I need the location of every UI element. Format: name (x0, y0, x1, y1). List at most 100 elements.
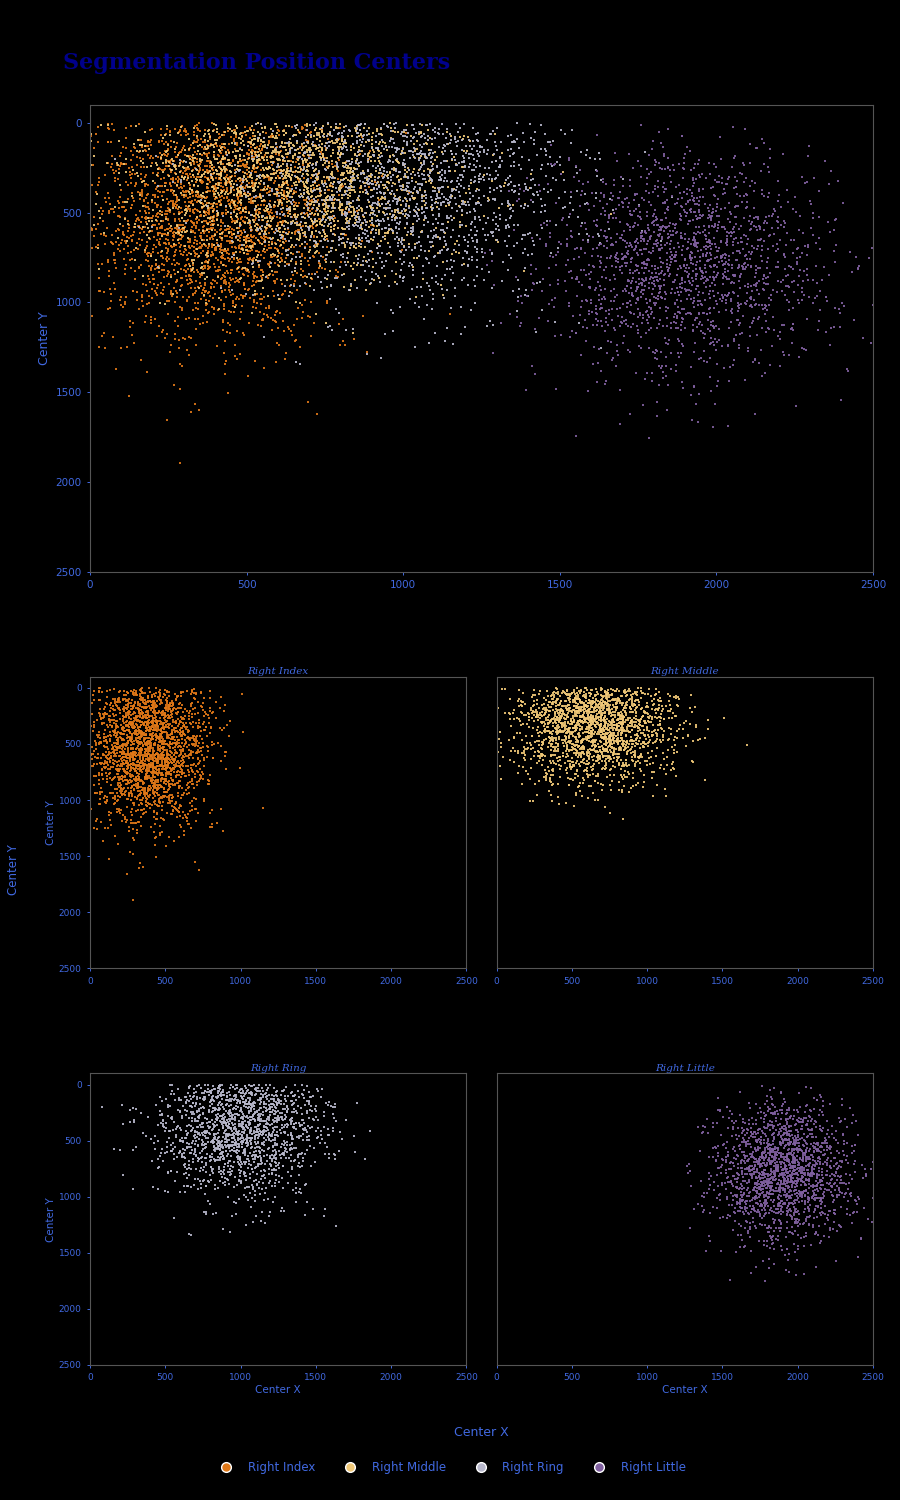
Point (300, 1101, 314, 1125)
Point (442, 154, 456, 178)
Point (426, 153, 440, 177)
Point (818, 1126, 832, 1150)
Point (351, 226, 365, 251)
Point (800, 256, 814, 280)
Point (204, 1131, 219, 1155)
Point (92, 336, 106, 360)
Point (523, 112, 537, 136)
Point (482, 166, 496, 190)
Point (88, 764, 103, 788)
Point (778, 1191, 792, 1215)
Point (335, 231, 349, 255)
Point (219, 1110, 233, 1134)
Point (140, 684, 155, 708)
Point (259, 196, 274, 220)
Point (174, 224, 188, 248)
Point (299, 1172, 313, 1196)
Point (166, 786, 180, 810)
Point (251, 1102, 266, 1126)
Point (127, 135, 141, 159)
Point (148, 813, 162, 837)
Point (260, 198, 274, 222)
Point (584, 694, 598, 718)
Point (190, 1116, 204, 1140)
Point (182, 252, 196, 276)
Point (241, 264, 256, 288)
Point (789, 1188, 804, 1212)
Point (156, 1149, 170, 1173)
Point (662, 219, 677, 243)
Point (306, 130, 320, 154)
Point (143, 146, 157, 170)
Point (813, 1190, 827, 1214)
Point (220, 1092, 234, 1116)
Point (203, 226, 218, 251)
Point (786, 1174, 800, 1198)
Point (132, 765, 147, 789)
Point (374, 170, 388, 194)
Point (618, 710, 633, 734)
Point (125, 712, 140, 736)
Point (236, 1082, 250, 1106)
Point (449, 152, 464, 176)
Point (632, 267, 646, 291)
Point (623, 217, 637, 242)
Point (276, 188, 291, 211)
Point (165, 747, 179, 771)
Point (369, 192, 383, 216)
Point (572, 736, 587, 760)
Point (278, 1138, 293, 1162)
Point (281, 165, 295, 189)
Point (101, 297, 115, 321)
Point (181, 802, 195, 826)
Point (249, 1132, 264, 1156)
Point (94, 758, 109, 782)
Point (392, 168, 407, 192)
Point (580, 678, 594, 702)
Point (175, 273, 189, 297)
Point (770, 1102, 785, 1126)
Point (764, 1166, 778, 1190)
Point (198, 279, 212, 303)
Point (112, 720, 127, 744)
Point (428, 321, 442, 345)
Point (100, 692, 114, 715)
Point (152, 1155, 166, 1179)
Point (611, 778, 625, 802)
Point (552, 746, 566, 770)
Point (760, 1170, 774, 1194)
Point (185, 795, 200, 819)
Point (184, 1224, 198, 1248)
Point (200, 134, 214, 158)
Point (115, 222, 130, 246)
Point (535, 194, 549, 217)
Point (309, 116, 323, 140)
Point (320, 189, 334, 213)
Point (178, 742, 193, 766)
Point (279, 170, 293, 194)
Point (120, 708, 134, 732)
Point (631, 306, 645, 330)
Point (569, 704, 583, 728)
Point (789, 1098, 804, 1122)
Point (227, 128, 241, 152)
Point (152, 822, 166, 846)
Point (762, 316, 777, 340)
Point (277, 214, 292, 238)
Point (377, 201, 392, 225)
Point (761, 1146, 776, 1170)
Point (110, 762, 124, 786)
Point (230, 186, 245, 210)
Point (296, 188, 310, 211)
Point (646, 240, 661, 264)
Point (124, 182, 139, 206)
Point (182, 1149, 196, 1173)
Point (692, 198, 706, 222)
Point (118, 261, 132, 285)
Point (701, 282, 716, 306)
Point (147, 272, 161, 296)
Point (154, 209, 168, 232)
Point (766, 278, 780, 302)
Point (198, 232, 212, 256)
Point (233, 1112, 248, 1136)
